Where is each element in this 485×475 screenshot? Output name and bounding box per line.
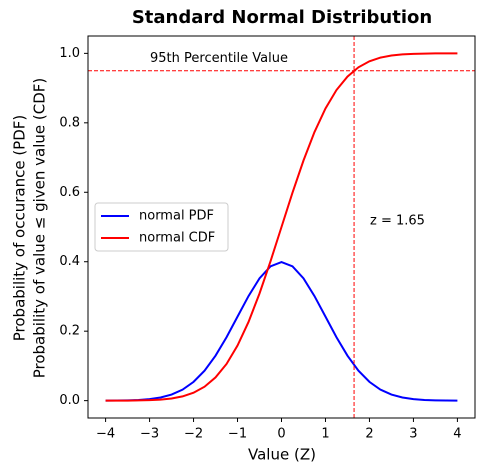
x-tick-label: −1 xyxy=(228,427,247,442)
y-tick-label: 0.0 xyxy=(59,393,80,408)
legend-label: normal CDF xyxy=(139,231,215,246)
x-tick-label: −2 xyxy=(184,427,203,442)
y-tick-label: 0.2 xyxy=(59,324,80,339)
x-tick-label: 1 xyxy=(321,427,329,442)
x-tick-label: 3 xyxy=(409,427,417,442)
x-tick-label: 0 xyxy=(277,427,285,442)
x-tick-label: −4 xyxy=(96,427,115,442)
y-tick-label: 1.0 xyxy=(59,46,80,61)
x-tick-label: 4 xyxy=(453,427,461,442)
annotation: 95th Percentile Value xyxy=(150,51,288,66)
y-tick-label: 0.4 xyxy=(59,254,80,269)
legend-label: normal PDF xyxy=(139,209,214,224)
x-tick-label: 2 xyxy=(365,427,373,442)
chart-title: Standard Normal Distribution xyxy=(132,7,432,28)
y-axis-label: Probability of value ≤ given value (CDF) xyxy=(31,78,49,379)
y-tick-label: 0.6 xyxy=(59,185,80,200)
plot-frame xyxy=(87,35,476,419)
y-axis-label: Probability of occurance (PDF) xyxy=(11,115,29,342)
x-axis-label: Value (Z) xyxy=(248,446,316,464)
line-series xyxy=(105,52,458,402)
x-tick-label: −3 xyxy=(140,427,159,442)
line-series xyxy=(105,261,458,402)
annotation: z = 1.65 xyxy=(370,214,425,229)
y-tick-label: 0.8 xyxy=(59,115,80,130)
